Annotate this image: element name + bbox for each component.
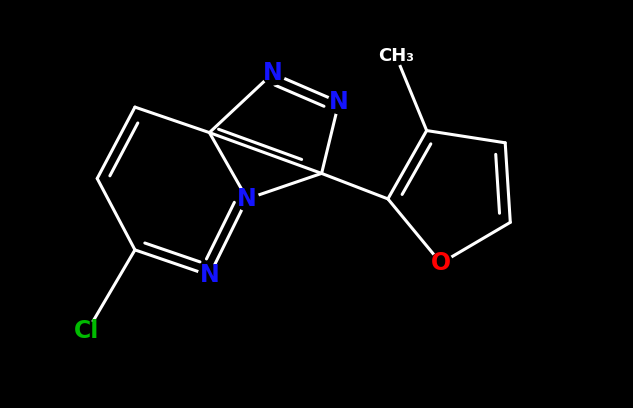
- Text: N: N: [237, 187, 257, 211]
- Text: CH₃: CH₃: [378, 47, 414, 65]
- Text: Cl: Cl: [74, 319, 99, 344]
- Text: N: N: [329, 90, 349, 114]
- Text: N: N: [263, 62, 282, 85]
- Text: O: O: [431, 251, 451, 275]
- Text: N: N: [199, 264, 219, 287]
